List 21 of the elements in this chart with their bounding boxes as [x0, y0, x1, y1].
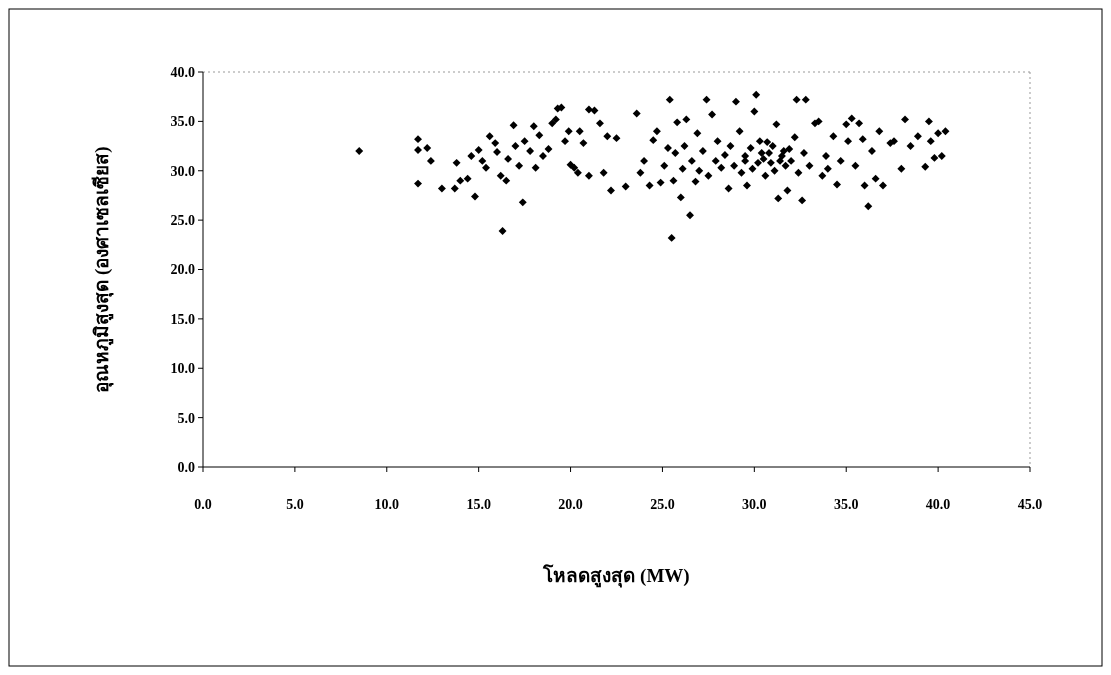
x-tick-label: 5.0 [286, 497, 304, 512]
y-tick-label: 5.0 [177, 410, 195, 426]
y-tick-label: 15.0 [170, 311, 195, 327]
x-tick-label: 15.0 [466, 497, 491, 512]
y-tick-label: 30.0 [170, 163, 195, 179]
x-tick-label: 25.0 [650, 497, 675, 512]
x-tick-label: 0.0 [194, 497, 212, 512]
y-tick-label: 20.0 [170, 262, 195, 278]
x-tick-label: 20.0 [558, 497, 583, 512]
x-axis-title: โหลดสูงสุด (MW) [542, 564, 690, 588]
y-tick-label: 40.0 [170, 64, 195, 80]
x-tick-label: 35.0 [833, 497, 859, 512]
x-tick-label: 30.0 [742, 497, 767, 512]
y-axis-title: อุณหภูมิสูงสุด (องศาเซลเซียส) [91, 146, 114, 393]
x-tick-label: 45.0 [1017, 497, 1043, 512]
y-tick-label: 35.0 [170, 114, 195, 130]
x-tick-label: 40.0 [925, 497, 951, 512]
y-tick-label: 25.0 [170, 213, 195, 229]
x-tick-label: 10.0 [374, 497, 400, 512]
y-tick-label: 0.0 [177, 459, 195, 475]
y-tick-label: 10.0 [170, 361, 195, 377]
